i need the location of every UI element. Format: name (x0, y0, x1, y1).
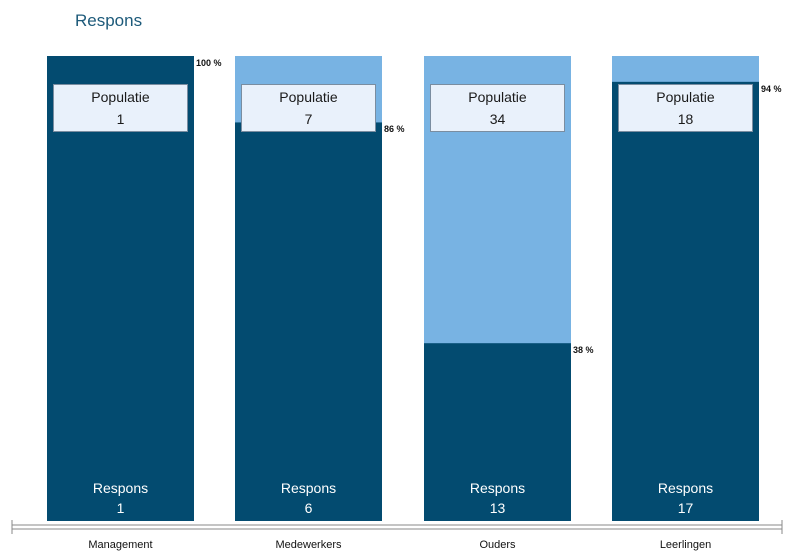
response-value: 17 (677, 500, 694, 516)
response-bar-ouders (424, 343, 571, 521)
response-value: 6 (304, 500, 313, 516)
response-group-medewerkers: Respons 6 (235, 480, 382, 516)
population-label: Populatie (656, 89, 715, 105)
percentage-label-leerlingen: 94 % (761, 83, 782, 94)
population-box-medewerkers: Populatie 7 (241, 84, 376, 132)
response-value: 1 (116, 500, 125, 516)
percentage-label-medewerkers: 86 % (384, 124, 405, 135)
response-label: Respons (657, 480, 714, 496)
response-label: Respons (280, 480, 337, 496)
response-group-leerlingen: Respons 17 (612, 480, 759, 516)
response-label: Respons (92, 480, 149, 496)
population-label: Populatie (91, 89, 150, 105)
response-label: Respons (469, 480, 526, 496)
chart-title: Respons (75, 11, 143, 30)
population-label: Populatie (468, 89, 527, 105)
response-group-ouders: Respons 13 (424, 480, 571, 516)
response-bar-management (47, 56, 194, 521)
population-value: 18 (677, 111, 694, 127)
population-value: 7 (304, 111, 313, 127)
population-box-ouders: Populatie 34 (430, 84, 565, 132)
category-label-ouders: Ouders (479, 539, 516, 551)
category-label-medewerkers: Medewerkers (275, 539, 342, 551)
percentage-label-management: 100 % (196, 58, 222, 68)
percentage-label-ouders: 38 % (573, 345, 594, 356)
response-bar-leerlingen (612, 81, 759, 521)
category-label-leerlingen: Leerlingen (659, 539, 712, 551)
population-box-leerlingen: Populatie 18 (618, 84, 753, 132)
population-label: Populatie (279, 89, 338, 105)
population-value: 34 (489, 111, 506, 127)
population-value: 1 (116, 111, 125, 127)
response-group-management: Respons 1 (47, 480, 194, 516)
category-label-management: Management (88, 539, 153, 551)
population-box-management: Populatie 1 (53, 84, 188, 132)
response-bar-medewerkers (235, 122, 382, 521)
response-value: 13 (489, 500, 506, 516)
